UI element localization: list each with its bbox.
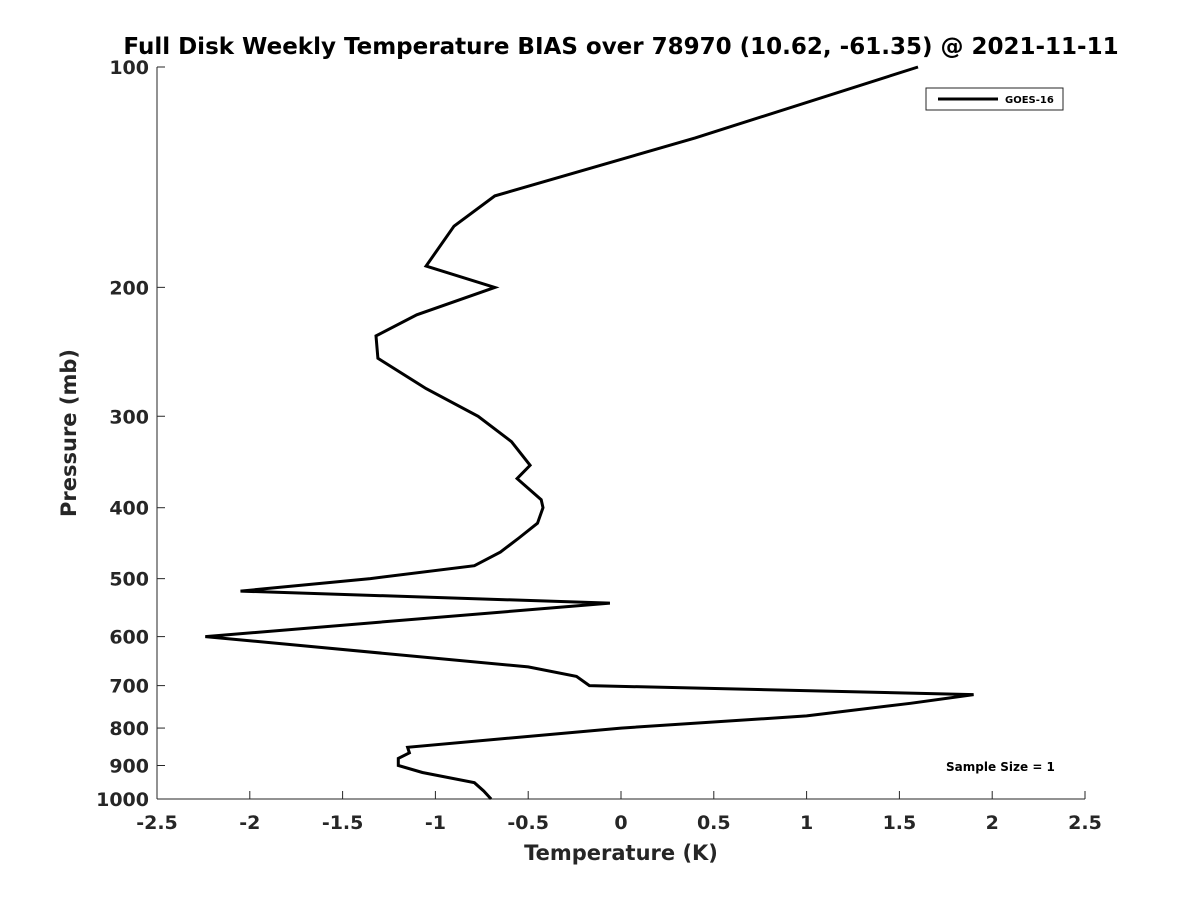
y-tick-label: 400 (109, 498, 149, 520)
x-tick-label: -2 (239, 812, 260, 834)
x-tick-label: 2 (986, 812, 999, 834)
y-tick-label: 600 (109, 627, 149, 649)
x-axis-ticks: -2.5 -2 -1.5 -1 -0.5 0 0.5 1 1.5 2 2.5 (136, 791, 1102, 834)
y-axis-ticks: 100 200 300 400 500 600 700 800 900 1000 (96, 57, 165, 811)
x-tick-label: -2.5 (136, 812, 178, 834)
y-tick-label: 900 (109, 756, 149, 778)
x-tick-label: 1.5 (883, 812, 917, 834)
x-tick-label: 0.5 (697, 812, 731, 834)
x-tick-label: -1.5 (322, 812, 364, 834)
x-tick-label: 1 (800, 812, 813, 834)
plot-background (157, 67, 1085, 799)
legend-label: GOES-16 (1005, 95, 1054, 106)
series-line-goes-16 (205, 65, 974, 801)
y-tick-label: 500 (109, 569, 149, 591)
x-tick-label: -0.5 (507, 812, 549, 834)
y-tick-label: 200 (109, 277, 149, 299)
y-axis-label: Pressure (mb) (57, 349, 81, 517)
x-tick-label: -1 (425, 812, 446, 834)
x-tick-label: 2.5 (1068, 812, 1102, 834)
series-group (205, 65, 974, 801)
plot-area (156, 67, 1085, 800)
x-tick-label: 0 (614, 812, 627, 834)
y-tick-label: 800 (109, 718, 149, 740)
x-axis-label: Temperature (K) (524, 841, 718, 865)
chart-title: Full Disk Weekly Temperature BIAS over 7… (123, 34, 1118, 60)
sample-size-annotation: Sample Size = 1 (946, 760, 1055, 774)
legend: GOES-16 (925, 87, 1064, 111)
y-tick-label: 1000 (96, 789, 149, 811)
y-tick-label: 100 (109, 57, 149, 79)
y-tick-label: 300 (109, 406, 149, 428)
y-tick-label: 700 (109, 676, 149, 698)
